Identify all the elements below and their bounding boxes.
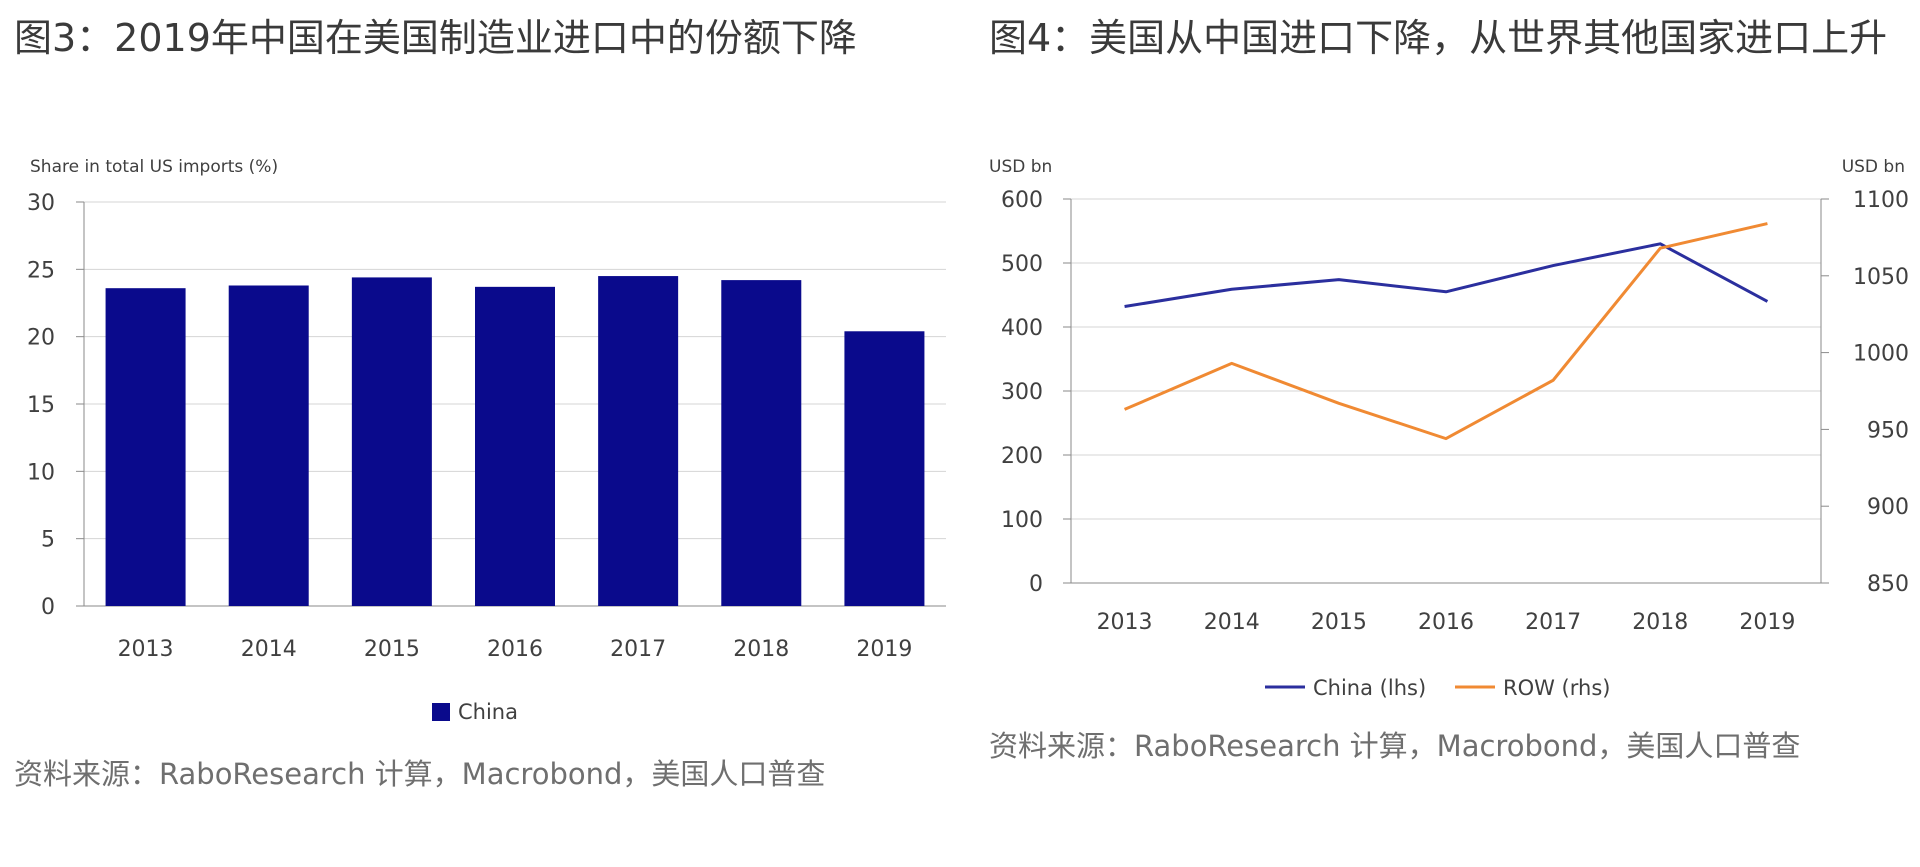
left-tick-label: 100 (1001, 508, 1043, 533)
x-tick-label: 2015 (1311, 610, 1367, 635)
figure-4-source: 资料来源：RaboResearch 计算，Macrobond，美国人口普查 (989, 729, 1801, 763)
x-tick-label: 2013 (1097, 610, 1153, 635)
right-tick-label: 900 (1867, 495, 1909, 520)
series-line-row (1123, 222, 1768, 441)
x-tick-label: 2016 (1418, 610, 1474, 635)
y-tick-label: 15 (27, 393, 55, 418)
y-tick-label: 10 (27, 460, 55, 485)
figure-3-source: 资料来源：RaboResearch 计算，Macrobond，美国人口普查 (14, 757, 826, 791)
x-tick-label: 2018 (733, 637, 789, 662)
bar-china-2018 (721, 280, 802, 606)
legend-label-china: China (458, 700, 518, 724)
line-chart: USD bn USD bn 0 100 200 300 400 500 600 850 900 950… (989, 157, 1909, 700)
right-tick-label: 1100 (1853, 188, 1909, 213)
x-tick-label: 2017 (1525, 610, 1581, 635)
left-tick-label: 400 (1001, 316, 1043, 341)
left-tick-label: 600 (1001, 188, 1043, 213)
right-tick-label: 1000 (1853, 342, 1909, 367)
figure-3-panel: 图3：2019年中国在美国制造业进口中的份额下降 Share in total … (14, 16, 946, 791)
bar-china-2013 (105, 288, 186, 606)
figure-4-panel: 图4：美国从中国进口下降，从世界其他国家进口上升 USD bn USD bn 0 10… (975, 0, 1920, 867)
x-tick-label: 2016 (487, 637, 543, 662)
x-tick-label: 2015 (364, 637, 420, 662)
bar-china-2019 (844, 331, 925, 606)
series-line-china (1124, 242, 1769, 309)
bar-china-2014 (228, 285, 309, 606)
legend-label-china: China (lhs) (1313, 676, 1426, 700)
left-tick-label: 0 (1029, 572, 1043, 597)
left-tick-label: 500 (1001, 252, 1043, 277)
x-tick-label: 2019 (856, 637, 912, 662)
left-tick-label: 300 (1001, 380, 1043, 405)
bar-chart: Share in total US imports (%) 0 5 10 15 20 25 3… (27, 157, 946, 724)
x-tick-label: 2018 (1632, 610, 1688, 635)
right-tick-label: 950 (1867, 418, 1909, 443)
x-tick-label: 2014 (241, 637, 297, 662)
right-axis-unit: USD bn (1842, 157, 1905, 177)
x-tick-label: 2013 (118, 637, 174, 662)
y-tick-label: 20 (27, 326, 55, 351)
y-tick-label: 30 (27, 191, 55, 216)
legend-label-row: ROW (rhs) (1503, 676, 1610, 700)
y-tick-label: 5 (41, 528, 55, 553)
y-tick-label: 0 (41, 595, 55, 620)
left-axis-unit: USD bn (989, 157, 1052, 177)
x-tick-label: 2019 (1739, 610, 1795, 635)
legend-swatch-china (432, 703, 450, 721)
y-axis-label: Share in total US imports (%) (30, 157, 278, 177)
right-tick-label: 1050 (1853, 265, 1909, 290)
bar-china-2016 (475, 286, 555, 606)
figure-3-title: 图3：2019年中国在美国制造业进口中的份额下降 (14, 16, 857, 60)
y-tick-label: 25 (27, 258, 55, 283)
left-tick-label: 200 (1001, 444, 1043, 469)
x-tick-label: 2014 (1204, 610, 1260, 635)
figure-4-title: 图4：美国从中国进口下降，从世界其他国家进口上升 (989, 16, 1888, 60)
bar-china-2017 (598, 276, 679, 606)
right-tick-label: 850 (1867, 572, 1909, 597)
bar-china-2015 (351, 277, 432, 606)
x-tick-label: 2017 (610, 637, 666, 662)
